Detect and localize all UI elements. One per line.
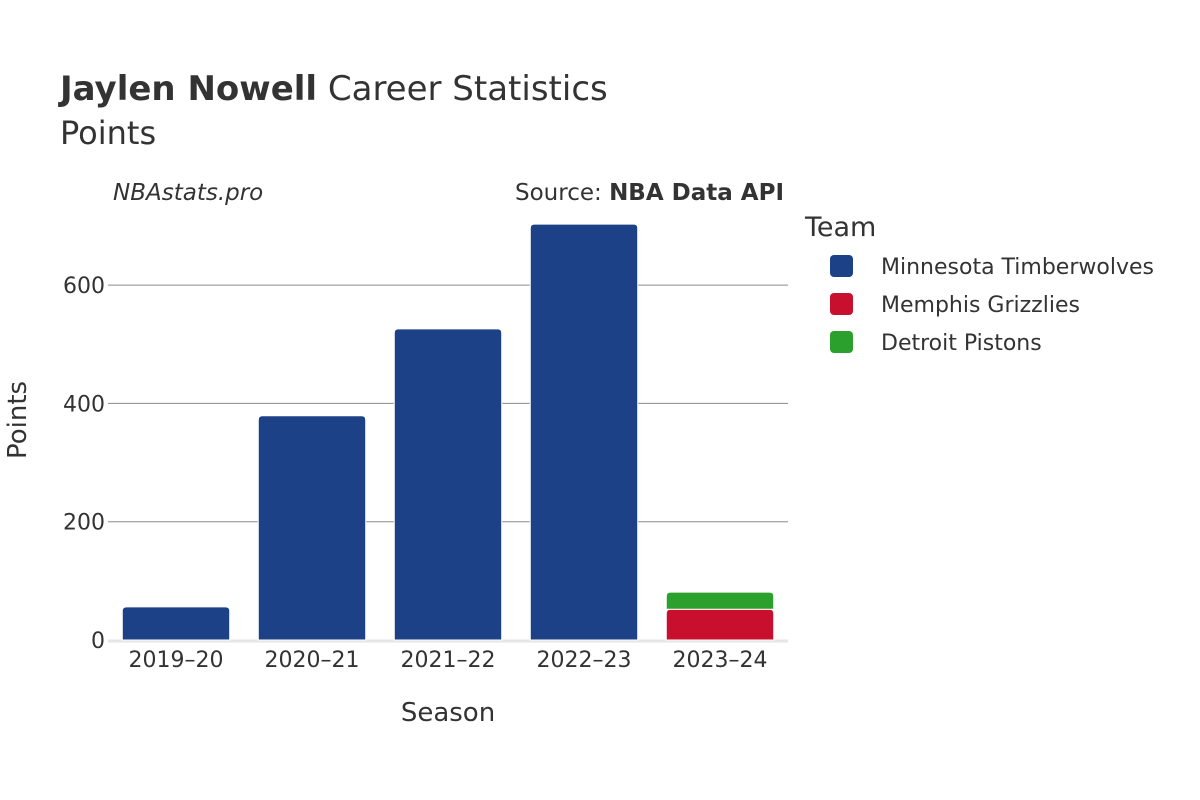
chart-subtitle: Points	[60, 114, 156, 152]
x-tick-label: 2019–20	[129, 648, 224, 673]
x-tick-label: 2020–21	[265, 648, 360, 673]
source-credit: Source: NBA Data API	[515, 180, 784, 206]
y-tick-label: 400	[63, 392, 105, 417]
bar-minnesota-timberwolves	[257, 415, 367, 641]
y-axis-ticks: 0 200 400 600	[63, 274, 105, 654]
legend-title: Team	[804, 212, 876, 243]
bar-detroit-pistons	[665, 591, 775, 610]
bar-minnesota-timberwolves	[393, 328, 503, 641]
legend-label: Memphis Grizzlies	[881, 293, 1080, 318]
title-rest-text: Career Statistics	[328, 69, 608, 109]
watermark: NBAstats.pro	[113, 180, 263, 206]
y-tick-label: 200	[63, 511, 105, 536]
y-tick-label: 0	[91, 629, 105, 654]
x-axis-ticks: 2019–20 2020–21 2021–22 2022–23 2023–24	[129, 648, 768, 673]
source-name: NBA Data API	[609, 180, 784, 206]
legend-swatch	[830, 293, 853, 315]
y-tick-label: 600	[63, 274, 105, 299]
x-axis-title: Season	[401, 698, 495, 728]
x-tick-label: 2022–23	[537, 648, 632, 673]
legend-label: Minnesota Timberwolves	[881, 255, 1154, 280]
x-tick-label: 2021–22	[401, 648, 496, 673]
source-prefix: Source:	[515, 180, 609, 206]
x-tick-label: 2023–24	[673, 648, 768, 673]
bar-minnesota-timberwolves	[121, 606, 231, 641]
legend-swatch	[830, 331, 853, 353]
bar-minnesota-timberwolves	[529, 223, 639, 641]
chart-title: Jaylen Nowell Career Statistics	[58, 69, 608, 109]
legend: Minnesota Timberwolves Memphis Grizzlies D…	[830, 255, 1154, 356]
legend-label: Detroit Pistons	[881, 331, 1042, 356]
bars	[121, 223, 775, 641]
legend-swatch	[830, 255, 853, 277]
title-player: Jaylen Nowell	[58, 69, 317, 109]
bar-memphis-grizzlies	[665, 608, 775, 641]
y-axis-title: Points	[3, 381, 33, 459]
